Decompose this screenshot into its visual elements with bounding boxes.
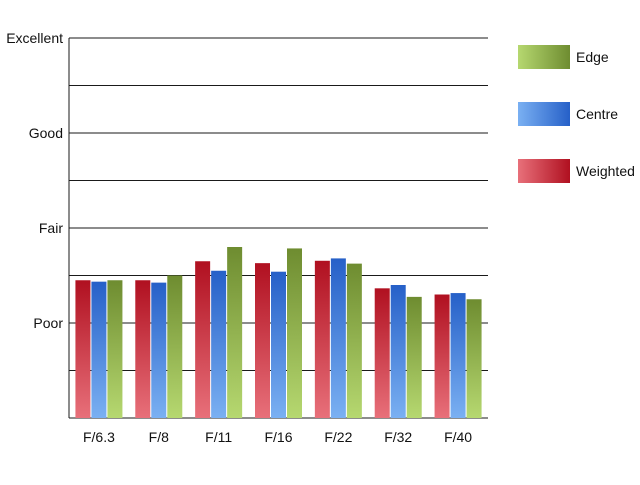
y-tick-label: Excellent bbox=[6, 30, 63, 46]
bar-weighted-f-22 bbox=[314, 260, 330, 418]
bar-edge-f-6-3 bbox=[107, 280, 123, 418]
legend-label-edge: Edge bbox=[576, 49, 609, 65]
bar-weighted-f-8 bbox=[135, 280, 151, 418]
bar-edge-f-32 bbox=[406, 296, 422, 418]
bar-edge-f-11 bbox=[227, 247, 243, 418]
y-tick-label: Fair bbox=[39, 220, 63, 236]
bar-weighted-f-11 bbox=[195, 261, 211, 418]
y-tick-label: Poor bbox=[33, 315, 63, 331]
legend-swatch-edge bbox=[518, 45, 570, 69]
x-tick-label: F/11 bbox=[205, 429, 232, 445]
bar-centre-f-22 bbox=[330, 258, 346, 418]
x-tick-label: F/40 bbox=[444, 429, 472, 445]
bar-centre-f-32 bbox=[390, 285, 406, 418]
bar-centre-f-8 bbox=[151, 282, 167, 418]
legend: Edge Centre Weighted bbox=[518, 45, 635, 183]
y-tick-label: Good bbox=[29, 125, 63, 141]
legend-swatch-centre bbox=[518, 102, 570, 126]
legend-swatch-weighted bbox=[518, 159, 570, 183]
bar-weighted-f-6-3 bbox=[75, 280, 91, 418]
bar-centre-f-16 bbox=[271, 271, 286, 418]
bar-centre-f-6-3 bbox=[91, 281, 107, 418]
tick-labels: Poor Fair Good Excellent F/6.3 F/8 F/11 F/16 F/2… bbox=[6, 30, 472, 445]
x-tick-label: F/8 bbox=[149, 429, 169, 445]
x-tick-label: F/6.3 bbox=[83, 429, 115, 445]
bar-weighted-f-32 bbox=[374, 288, 390, 418]
bar-centre-f-11 bbox=[211, 270, 227, 418]
bars bbox=[75, 247, 482, 418]
bar-weighted-f-16 bbox=[255, 263, 270, 418]
bar-edge-f-8 bbox=[167, 275, 183, 418]
bar-centre-f-40 bbox=[450, 293, 466, 418]
x-tick-label: F/16 bbox=[264, 429, 292, 445]
legend-label-centre: Centre bbox=[576, 106, 618, 122]
bar-edge-f-22 bbox=[346, 263, 362, 418]
legend-label-weighted: Weighted bbox=[576, 163, 635, 179]
bar-edge-f-16 bbox=[287, 248, 302, 418]
x-tick-label: F/22 bbox=[324, 429, 352, 445]
bar-edge-f-40 bbox=[466, 299, 482, 418]
x-tick-label: F/32 bbox=[384, 429, 412, 445]
bar-weighted-f-40 bbox=[434, 294, 450, 418]
